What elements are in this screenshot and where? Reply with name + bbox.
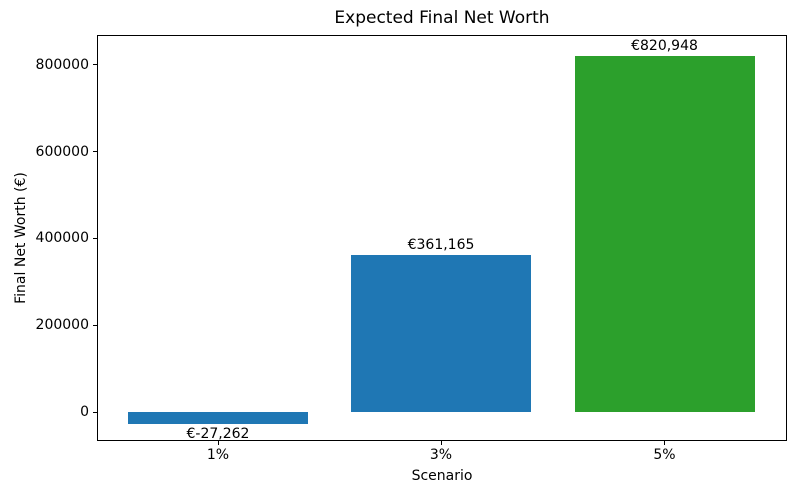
x-tick-label: 3% [429,447,453,463]
x-tick-label: 5% [653,447,676,463]
x-tick-mark [664,441,665,445]
bar-value-label: €361,165 [407,237,475,254]
x-tick-label: 1% [206,447,230,463]
bar-value-label: €-27,262 [186,425,250,442]
y-tick-label: 200000 [35,317,89,334]
plot-area: €-27,262 €361,165 €820,948 [97,35,787,442]
x-tick-mark [440,441,442,445]
bar-5% [574,55,755,412]
y-tick-label: 800000 [35,56,89,73]
bar-3% [351,255,531,412]
y-axis-label: Final Net Worth (€) [13,172,29,304]
y-tick-label: 400000 [35,230,89,247]
y-tick-label: 0 [80,404,89,420]
chart-title: Expected Final Net Worth [334,8,550,28]
bar-1% [128,412,308,424]
x-axis-label: Scenario [411,468,473,484]
y-tick-label: 600000 [35,143,89,160]
bar-value-label: €820,948 [631,37,698,54]
